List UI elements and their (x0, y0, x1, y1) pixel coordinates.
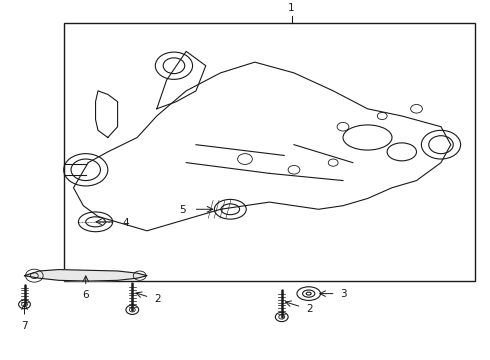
Text: 3: 3 (341, 289, 347, 299)
Text: 5: 5 (179, 205, 186, 215)
Bar (64, 23, 475, 281)
Text: 6: 6 (82, 290, 89, 300)
Polygon shape (24, 270, 147, 281)
Text: 2: 2 (154, 294, 161, 304)
Text: 4: 4 (122, 218, 129, 228)
Text: 2: 2 (306, 304, 313, 314)
Text: 7: 7 (21, 321, 28, 331)
Text: 1: 1 (288, 3, 295, 13)
